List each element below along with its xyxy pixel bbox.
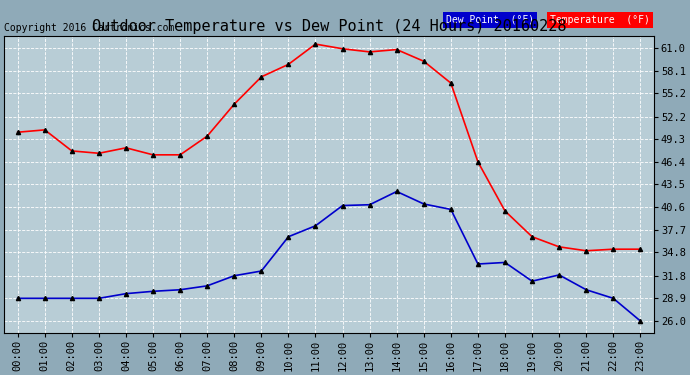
Text: Dew Point  (°F): Dew Point (°F) <box>446 15 534 25</box>
Text: Temperature  (°F): Temperature (°F) <box>550 15 650 25</box>
Title: Outdoor Temperature vs Dew Point (24 Hours) 20160228: Outdoor Temperature vs Dew Point (24 Hou… <box>92 19 566 34</box>
Text: Copyright 2016 Cartronics.com: Copyright 2016 Cartronics.com <box>4 23 175 33</box>
